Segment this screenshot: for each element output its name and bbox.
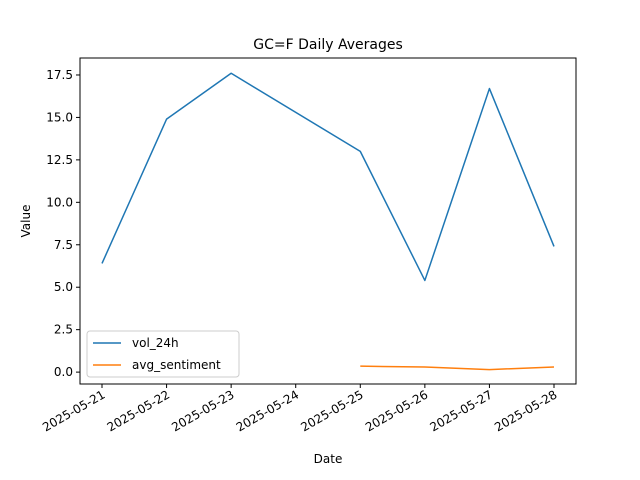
y-tick-label: 15.0	[46, 110, 73, 124]
y-tick-label: 10.0	[46, 195, 73, 209]
series-line-vol_24h	[101, 72, 555, 282]
legend-label: avg_sentiment	[132, 358, 221, 372]
x-axis-title: Date	[314, 452, 343, 466]
legend-box	[86, 330, 240, 378]
series-line-avg_sentiment	[360, 365, 555, 371]
y-tick-label: 7.5	[54, 238, 73, 252]
y-axis-title: Value	[19, 205, 33, 238]
plot-frame	[79, 57, 577, 385]
y-tick-label: 17.5	[46, 68, 73, 82]
legend-label: vol_24h	[132, 336, 179, 350]
y-axis: 0.0 2.5 5.0 7.5 10.0 12.5 15.0 17.5	[46, 68, 80, 379]
y-tick-label: 0.0	[54, 365, 73, 379]
chart-title: GC=F Daily Averages	[253, 37, 403, 53]
lines-layer	[101, 72, 555, 371]
legend: vol_24h avg_sentiment	[86, 330, 240, 378]
y-tick-label: 12.5	[46, 153, 73, 167]
y-tick-label: 5.0	[54, 280, 73, 294]
y-tick-label: 2.5	[54, 323, 73, 337]
